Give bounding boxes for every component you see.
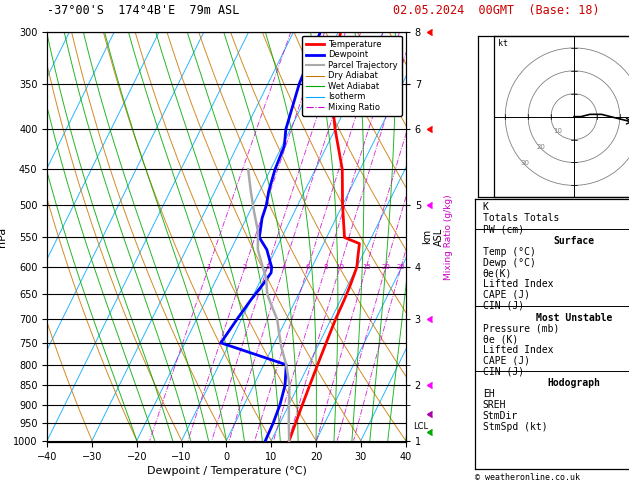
Text: 25: 25 — [397, 264, 406, 270]
Text: 1: 1 — [206, 264, 211, 270]
Text: -37°00'S  174°4B'E  79m ASL: -37°00'S 174°4B'E 79m ASL — [47, 4, 240, 17]
Text: Mixing Ratio (g/kg): Mixing Ratio (g/kg) — [444, 194, 454, 280]
Text: 3: 3 — [265, 264, 270, 270]
Text: 2: 2 — [243, 264, 247, 270]
Text: 30: 30 — [521, 160, 530, 166]
Text: 02.05.2024  00GMT  (Base: 18): 02.05.2024 00GMT (Base: 18) — [393, 4, 599, 17]
Text: Lifted Index: Lifted Index — [483, 345, 554, 355]
Text: EH: EH — [483, 389, 494, 399]
Text: K: K — [483, 203, 489, 212]
Text: Hodograph: Hodograph — [547, 379, 601, 388]
Text: θe(K): θe(K) — [483, 268, 512, 278]
Text: 6: 6 — [306, 264, 310, 270]
Text: 20: 20 — [381, 264, 390, 270]
Text: kt: kt — [498, 38, 508, 48]
Text: StmSpd (kt): StmSpd (kt) — [483, 421, 547, 432]
Y-axis label: km
ASL: km ASL — [422, 228, 444, 246]
Text: Dewp (°C): Dewp (°C) — [483, 258, 536, 267]
Text: 10: 10 — [553, 128, 562, 134]
Text: Temp (°C): Temp (°C) — [483, 247, 536, 257]
Text: CAPE (J): CAPE (J) — [483, 290, 530, 300]
Text: Most Unstable: Most Unstable — [536, 312, 612, 323]
Text: CIN (J): CIN (J) — [483, 366, 524, 377]
Text: 8: 8 — [323, 264, 328, 270]
Text: θe (K): θe (K) — [483, 334, 518, 344]
Text: CIN (J): CIN (J) — [483, 301, 524, 311]
Text: 10: 10 — [335, 264, 345, 270]
Text: StmDir: StmDir — [483, 411, 518, 421]
Text: Surface: Surface — [554, 236, 594, 246]
Y-axis label: hPa: hPa — [0, 227, 8, 247]
Text: Lifted Index: Lifted Index — [483, 279, 554, 289]
X-axis label: Dewpoint / Temperature (°C): Dewpoint / Temperature (°C) — [147, 466, 306, 476]
Text: PW (cm): PW (cm) — [483, 224, 524, 234]
Text: 20: 20 — [537, 144, 546, 150]
Text: Totals Totals: Totals Totals — [483, 213, 559, 223]
Text: Pressure (mb): Pressure (mb) — [483, 323, 559, 333]
Text: © weatheronline.co.uk: © weatheronline.co.uk — [475, 473, 580, 482]
Legend: Temperature, Dewpoint, Parcel Trajectory, Dry Adiabat, Wet Adiabat, Isotherm, Mi: Temperature, Dewpoint, Parcel Trajectory… — [302, 36, 401, 116]
Text: SREH: SREH — [483, 400, 506, 410]
Text: LCL: LCL — [413, 422, 428, 431]
Text: 15: 15 — [362, 264, 370, 270]
Text: 4: 4 — [282, 264, 286, 270]
Text: CAPE (J): CAPE (J) — [483, 356, 530, 365]
